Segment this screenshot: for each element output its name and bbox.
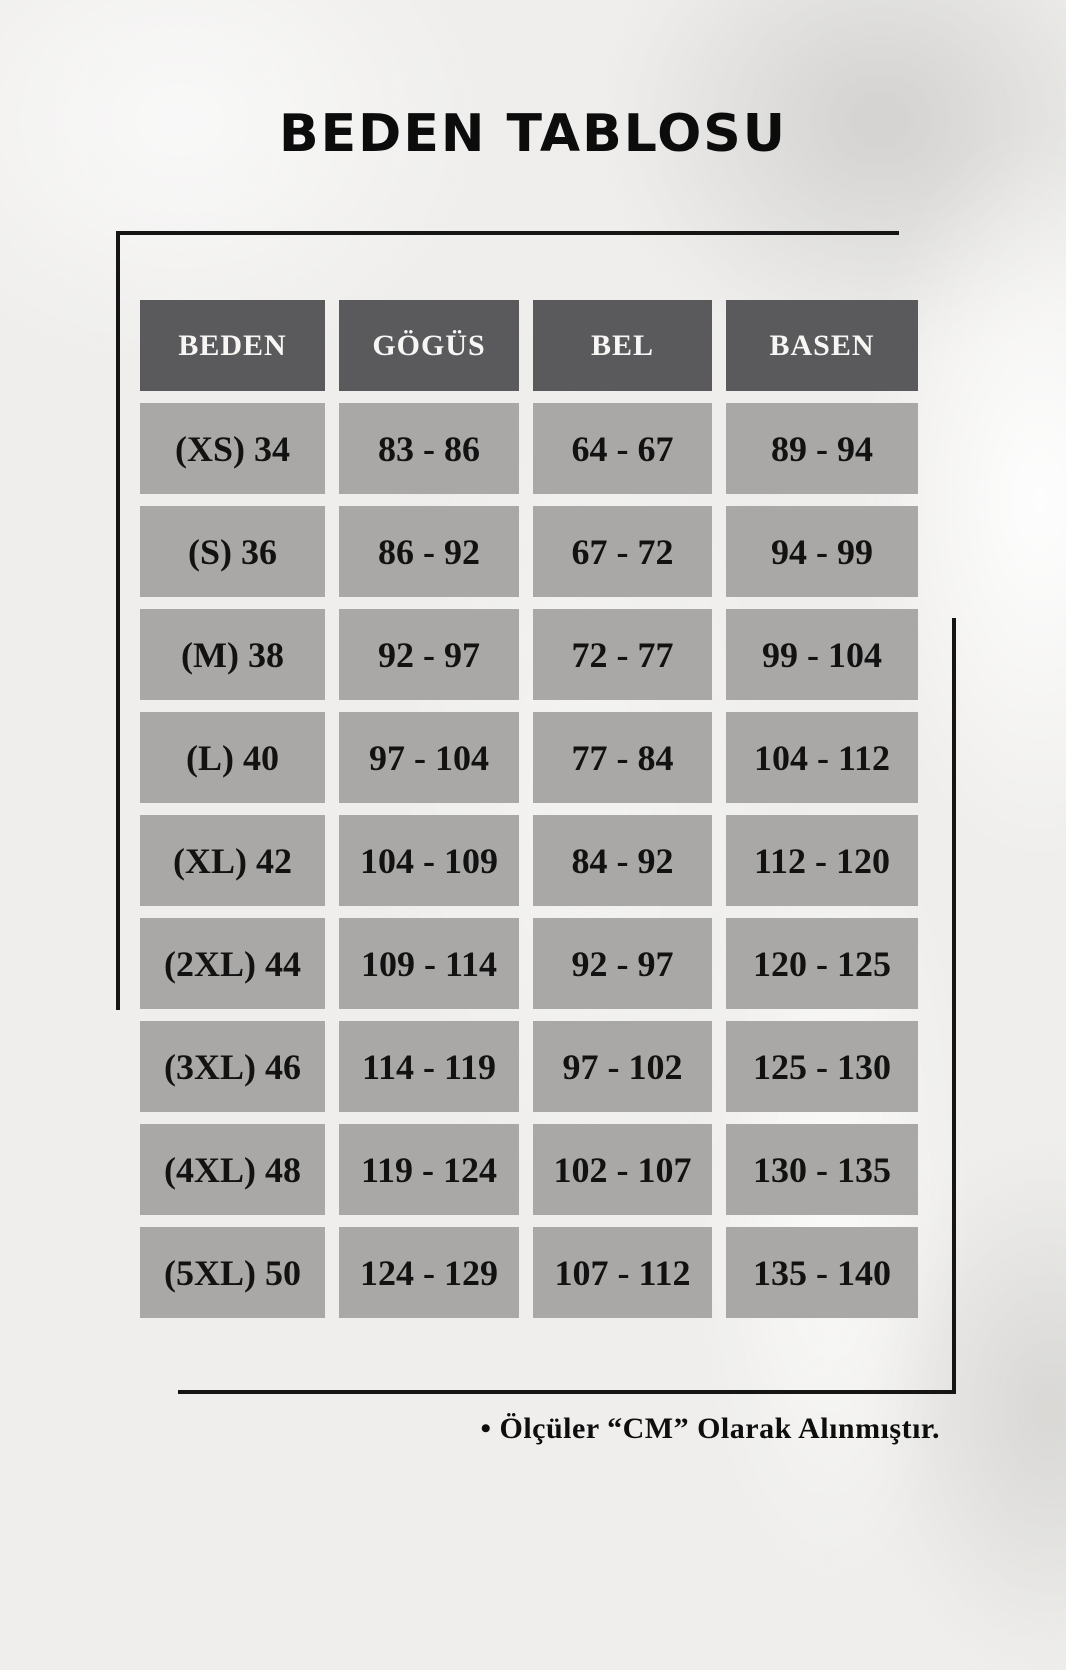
table-cell: 104 - 112 bbox=[726, 712, 918, 803]
table-cell: 104 - 109 bbox=[339, 815, 519, 906]
table-cell: 125 - 130 bbox=[726, 1021, 918, 1112]
table-cell: 109 - 114 bbox=[339, 918, 519, 1009]
table-cell: 102 - 107 bbox=[533, 1124, 712, 1215]
table-cell: 84 - 92 bbox=[533, 815, 712, 906]
column-header-gogus: GÖGÜS bbox=[339, 300, 519, 391]
size-table: BEDEN GÖGÜS BEL BASEN (XS) 34 83 - 86 64… bbox=[140, 300, 918, 1318]
table-cell: 92 - 97 bbox=[339, 609, 519, 700]
size-label-cell: (L) 40 bbox=[140, 712, 325, 803]
size-label-cell: (3XL) 46 bbox=[140, 1021, 325, 1112]
table-cell: 86 - 92 bbox=[339, 506, 519, 597]
size-label-cell: (S) 36 bbox=[140, 506, 325, 597]
size-label-cell: (XL) 42 bbox=[140, 815, 325, 906]
table-cell: 107 - 112 bbox=[533, 1227, 712, 1318]
table-cell: 112 - 120 bbox=[726, 815, 918, 906]
table-cell: 64 - 67 bbox=[533, 403, 712, 494]
table-cell: 119 - 124 bbox=[339, 1124, 519, 1215]
table-cell: 120 - 125 bbox=[726, 918, 918, 1009]
table-cell: 77 - 84 bbox=[533, 712, 712, 803]
table-cell: 97 - 104 bbox=[339, 712, 519, 803]
size-label-cell: (2XL) 44 bbox=[140, 918, 325, 1009]
size-label-cell: (4XL) 48 bbox=[140, 1124, 325, 1215]
table-cell: 130 - 135 bbox=[726, 1124, 918, 1215]
table-cell: 99 - 104 bbox=[726, 609, 918, 700]
table-cell: 135 - 140 bbox=[726, 1227, 918, 1318]
column-header-beden: BEDEN bbox=[140, 300, 325, 391]
table-cell: 97 - 102 bbox=[533, 1021, 712, 1112]
table-cell: 89 - 94 bbox=[726, 403, 918, 494]
table-cell: 114 - 119 bbox=[339, 1021, 519, 1112]
table-cell: 72 - 77 bbox=[533, 609, 712, 700]
column-header-bel: BEL bbox=[533, 300, 712, 391]
size-label-cell: (M) 38 bbox=[140, 609, 325, 700]
page-title: BEDEN TABLOSU bbox=[279, 104, 787, 164]
size-label-cell: (XS) 34 bbox=[140, 403, 325, 494]
column-header-basen: BASEN bbox=[726, 300, 918, 391]
size-label-cell: (5XL) 50 bbox=[140, 1227, 325, 1318]
table-cell: 94 - 99 bbox=[726, 506, 918, 597]
table-cell: 67 - 72 bbox=[533, 506, 712, 597]
table-cell: 92 - 97 bbox=[533, 918, 712, 1009]
table-cell: 124 - 129 bbox=[339, 1227, 519, 1318]
measurement-unit-note: • Ölçüler “CM” Olarak Alınmıştır. bbox=[480, 1412, 940, 1445]
table-cell: 83 - 86 bbox=[339, 403, 519, 494]
decorative-frame-bottom-right bbox=[178, 618, 956, 1394]
decorative-frame-top-left bbox=[116, 231, 899, 1010]
